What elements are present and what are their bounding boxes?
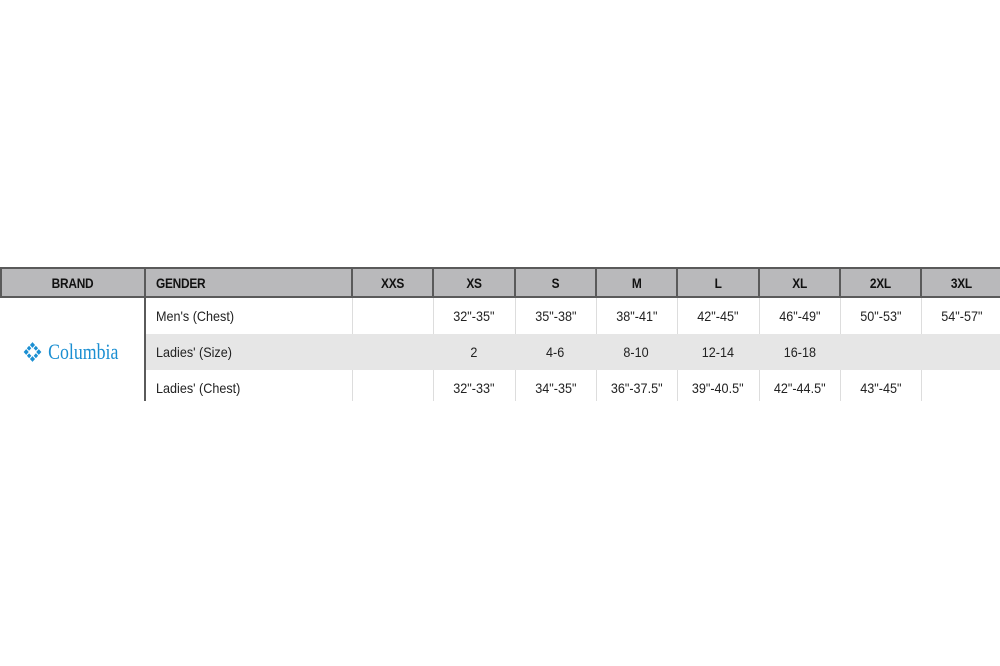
table-row: Ladies' (Size) 2 4-6 8-10 12-14 16-18 [1, 334, 1000, 370]
size-cell: 39"-40.5" [676, 370, 760, 401]
column-header-label: GENDER [156, 274, 206, 291]
size-chart: BRAND GENDER XXS XS S M L XL 2XL 3XL Columbia Men'… [0, 267, 1000, 401]
size-value: 12-14 [701, 344, 735, 360]
column-header-xl: XL [758, 267, 841, 298]
size-cell: 46"-49" [758, 297, 841, 334]
column-header-gender: GENDER [144, 267, 353, 298]
size-value: 34"-35" [534, 380, 577, 396]
column-header-l: L [676, 267, 760, 298]
size-value: 54"-57" [940, 308, 983, 324]
column-header-label: S [551, 274, 560, 291]
size-cell: 12-14 [676, 334, 760, 370]
gender-cell: Ladies' (Size) [144, 334, 353, 370]
column-header-label: XXS [380, 274, 405, 291]
size-cell: 43"-45" [839, 370, 922, 401]
size-value: 42"-44.5" [773, 380, 826, 396]
size-cell: 35"-38" [514, 297, 597, 334]
size-cell: 8-10 [595, 334, 678, 370]
column-header-brand: BRAND [0, 267, 146, 298]
size-value: 50"-53" [859, 308, 902, 324]
size-cell: 36"-37.5" [595, 370, 678, 401]
size-cell: 32"-35" [432, 297, 516, 334]
size-cell: 4-6 [514, 334, 597, 370]
gender-label: Ladies' (Size) [156, 344, 232, 360]
size-value: 39"-40.5" [692, 380, 744, 396]
size-cell [351, 297, 434, 334]
size-value: 4-6 [546, 344, 565, 360]
size-cell [351, 334, 434, 370]
size-value: 46"-49" [778, 308, 821, 324]
size-value: 32"-33" [453, 380, 495, 396]
size-value: 36"-37.5" [610, 380, 663, 396]
size-cell: 54"-57" [920, 297, 1000, 334]
size-value: 32"-35" [453, 308, 495, 324]
column-header-xs: XS [432, 267, 516, 298]
size-cell [920, 334, 1000, 370]
gender-cell: Men's (Chest) [144, 297, 353, 334]
size-value: 8-10 [623, 344, 650, 360]
size-cell: 2 [432, 334, 516, 370]
size-cell: 50"-53" [839, 297, 922, 334]
column-header-3xl: 3XL [920, 267, 1000, 298]
brand-logo: Columbia [23, 339, 122, 365]
size-cell [920, 370, 1000, 401]
size-value: 35"-38" [534, 308, 577, 324]
size-cell [351, 370, 434, 401]
column-header-m: M [595, 267, 678, 298]
column-header-label: L [714, 274, 722, 291]
size-cell: 38"-41" [595, 297, 678, 334]
gender-label: Ladies' (Chest) [156, 380, 241, 396]
size-value: 38"-41" [615, 308, 658, 324]
gender-label: Men's (Chest) [156, 308, 235, 324]
column-header-label: BRAND [52, 274, 94, 291]
column-header-label: 2XL [869, 274, 892, 291]
size-value: 43"-45" [859, 380, 902, 396]
columbia-diamond-icon [23, 342, 41, 362]
column-header-2xl: 2XL [839, 267, 922, 298]
column-header-label: XS [466, 274, 482, 291]
table-row: Ladies' (Chest) 32"-33" 34"-35" 36"-37.5" 39… [1, 370, 1000, 401]
column-header-label: M [631, 274, 642, 291]
gender-cell: Ladies' (Chest) [144, 370, 353, 401]
brand-cell: Columbia [1, 297, 145, 401]
size-cell: 34"-35" [514, 370, 597, 401]
table-row: Columbia Men's (Chest) 32"-35" 35"-38" 38"-4… [1, 297, 1000, 401]
size-value: 42"-45" [697, 308, 739, 324]
size-chart-table: BRAND GENDER XXS XS S M L XL 2XL 3XL Columbia Men'… [0, 267, 1000, 401]
column-header-label: XL [792, 274, 807, 291]
size-cell: 42"-44.5" [758, 370, 841, 401]
column-header-label: 3XL [950, 274, 973, 291]
brand-name: Columbia [47, 339, 118, 364]
size-value: 2 [470, 344, 478, 360]
size-cell: 32"-33" [432, 370, 516, 401]
size-cell: 42"-45" [676, 297, 760, 334]
size-value: 16-18 [783, 344, 816, 360]
column-header-s: S [514, 267, 597, 298]
size-cell: 16-18 [758, 334, 841, 370]
header-row: BRAND GENDER XXS XS S M L XL 2XL 3XL [0, 267, 1000, 298]
column-header-xxs: XXS [351, 267, 434, 298]
size-cell [839, 334, 922, 370]
